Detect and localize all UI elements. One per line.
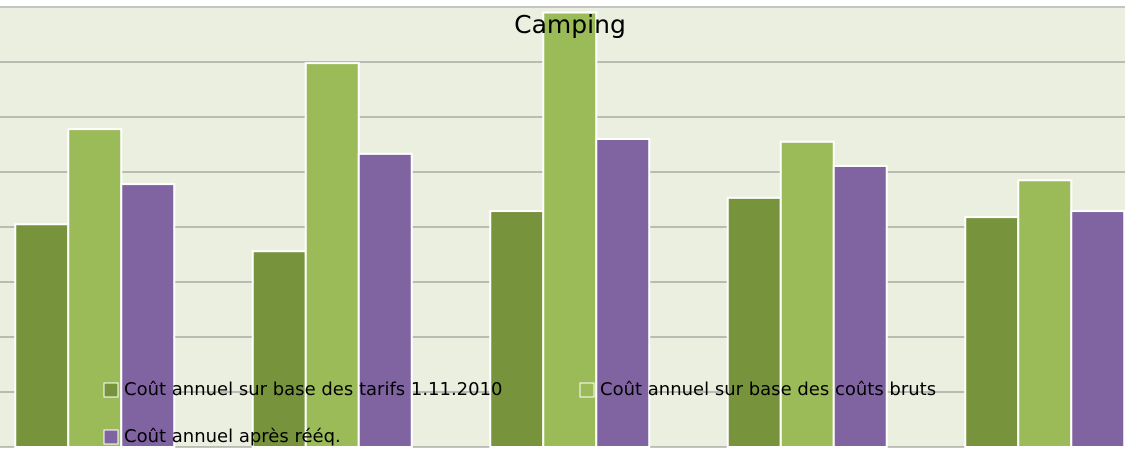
legend-label: Coût annuel sur base des tarifs 1.11.201… (124, 379, 503, 400)
bar (595, 138, 651, 448)
bar (964, 216, 1020, 448)
legend-swatch (103, 382, 119, 398)
bar (489, 210, 545, 448)
bar (832, 164, 888, 448)
chart-title: Camping (514, 10, 626, 39)
bar (1070, 210, 1125, 448)
bar (357, 152, 413, 448)
bar (779, 140, 835, 448)
bar (67, 128, 123, 448)
bar (251, 250, 307, 448)
bar (304, 62, 360, 448)
legend-swatch (579, 382, 595, 398)
legend-label: Coût annuel après rééq. (124, 426, 341, 447)
bar (1017, 179, 1073, 448)
legend-label: Coût annuel sur base des coûts bruts (600, 379, 936, 400)
bar (726, 196, 782, 448)
bar (14, 223, 70, 448)
legend-swatch (103, 429, 119, 445)
bar (542, 11, 598, 448)
bar (120, 183, 176, 448)
